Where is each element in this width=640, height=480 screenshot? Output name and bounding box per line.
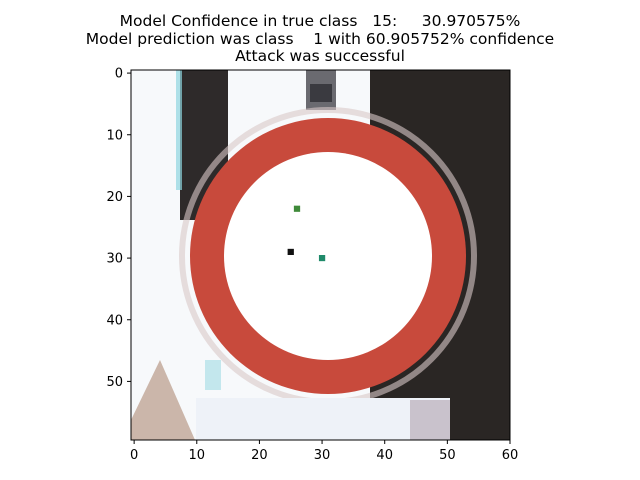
perturbed-pixels [287,205,326,262]
title-line-confidence: Model Confidence in true class 15: 30.97… [119,12,521,30]
perturbed-pixel-0 [293,205,301,212]
sign-white-center [224,152,432,360]
x-tick-label: 60 [502,448,519,463]
cyan-edge [176,70,182,190]
y-tick-label: 30 [106,252,123,267]
lower-left-post [131,360,195,440]
perturbed-pixel-2 [318,255,326,262]
y-tick-label: 50 [106,375,123,390]
y-tick-label: 20 [106,190,123,205]
cyan-artifact-left [205,360,221,390]
lower-plate-right [410,400,456,440]
x-tick-label: 0 [130,448,138,463]
perturbed-pixel-1 [287,248,294,255]
y-tick-label: 0 [115,67,123,82]
x-tick-label: 50 [439,448,456,463]
title-line-result: Attack was successful [235,47,405,65]
center-pole-dark [310,84,332,102]
x-tick-label: 10 [189,448,206,463]
axes-frame [130,69,511,441]
y-tick-label: 40 [106,313,123,328]
x-tick-label: 30 [314,448,331,463]
y-tick-label: 10 [106,128,123,143]
x-tick-label: 20 [251,448,268,463]
title-line-prediction: Model prediction was class 1 with 60.905… [85,30,555,48]
axis-ticks: 0 10 20 30 40 50 60 0 10 20 30 40 50 [106,67,518,463]
x-tick-label: 40 [376,448,393,463]
dark-lower-right [450,380,510,440]
